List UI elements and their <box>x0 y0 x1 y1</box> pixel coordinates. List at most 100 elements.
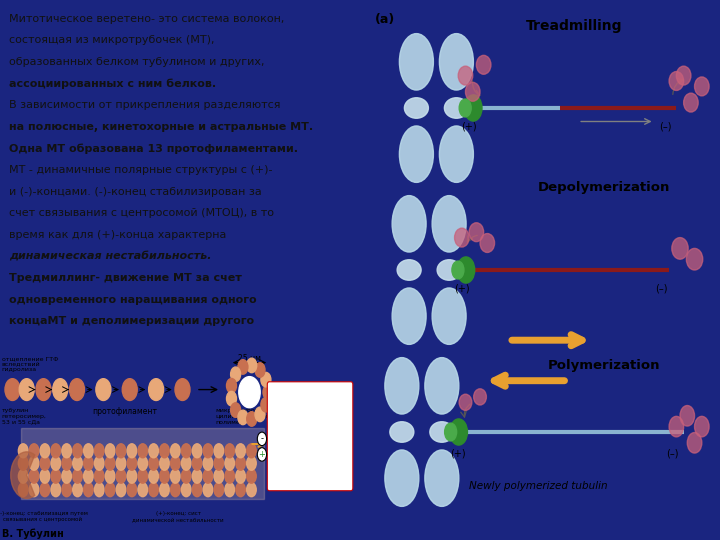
Circle shape <box>149 444 158 458</box>
Circle shape <box>160 444 169 458</box>
Circle shape <box>464 95 482 121</box>
Ellipse shape <box>390 422 414 442</box>
Ellipse shape <box>688 433 702 453</box>
Ellipse shape <box>683 93 698 112</box>
Circle shape <box>51 469 60 483</box>
Text: В зависимости от прикрепления разделяются: В зависимости от прикрепления разделяютс… <box>9 100 280 110</box>
Ellipse shape <box>425 450 459 507</box>
Text: МТ - динамичные полярные структуры с (+)-: МТ - динамичные полярные структуры с (+)… <box>9 165 272 175</box>
Circle shape <box>138 469 148 483</box>
Text: на полюсные, кинетохорные и астральные МТ.: на полюсные, кинетохорные и астральные М… <box>9 122 313 132</box>
Circle shape <box>116 483 126 497</box>
Text: Одна МТ образована 13 протофиламентами.: Одна МТ образована 13 протофиламентами. <box>9 143 298 154</box>
Ellipse shape <box>439 126 473 183</box>
Wedge shape <box>11 452 35 498</box>
Circle shape <box>84 444 93 458</box>
Ellipse shape <box>392 288 426 345</box>
Circle shape <box>73 483 82 497</box>
Ellipse shape <box>686 248 703 270</box>
Text: протофиламент: протофиламент <box>92 408 157 416</box>
Ellipse shape <box>444 98 469 118</box>
Text: Митотическое веретено- это система волокон,: Митотическое веретено- это система волок… <box>9 14 284 24</box>
Ellipse shape <box>437 260 461 280</box>
Bar <box>22 428 264 498</box>
Text: -: - <box>261 434 264 443</box>
Text: тубулин
гетеросимер,
53 и 55 сДа: тубулин гетеросимер, 53 и 55 сДа <box>1 408 47 424</box>
Ellipse shape <box>695 77 709 96</box>
Circle shape <box>40 483 50 497</box>
Circle shape <box>138 444 148 458</box>
Ellipse shape <box>480 233 495 253</box>
Circle shape <box>94 444 104 458</box>
Circle shape <box>225 444 235 458</box>
Circle shape <box>261 373 271 387</box>
Circle shape <box>160 483 169 497</box>
Circle shape <box>105 456 115 470</box>
Circle shape <box>51 444 60 458</box>
Ellipse shape <box>392 195 426 252</box>
Circle shape <box>30 469 39 483</box>
Circle shape <box>148 379 163 401</box>
Circle shape <box>73 456 82 470</box>
Circle shape <box>171 444 180 458</box>
Ellipse shape <box>405 98 428 118</box>
Circle shape <box>214 456 224 470</box>
Circle shape <box>51 456 60 470</box>
Ellipse shape <box>400 126 433 183</box>
Circle shape <box>255 363 265 377</box>
Circle shape <box>235 483 246 497</box>
Circle shape <box>192 469 202 483</box>
Circle shape <box>18 444 28 458</box>
Text: (–): (–) <box>667 448 679 458</box>
Circle shape <box>203 444 213 458</box>
Circle shape <box>192 444 202 458</box>
Circle shape <box>214 469 224 483</box>
Ellipse shape <box>474 389 487 405</box>
Ellipse shape <box>676 66 691 85</box>
Text: время как для (+)-конца характерна: время как для (+)-конца характерна <box>9 230 226 240</box>
Circle shape <box>62 444 71 458</box>
Circle shape <box>5 379 20 401</box>
FancyBboxPatch shape <box>267 382 353 491</box>
Ellipse shape <box>385 450 419 507</box>
Text: состоящая из микротрубочек (МТ),: состоящая из микротрубочек (МТ), <box>9 35 215 45</box>
Circle shape <box>94 469 104 483</box>
Circle shape <box>30 444 39 458</box>
Circle shape <box>247 411 257 426</box>
Circle shape <box>160 469 169 483</box>
Circle shape <box>171 469 180 483</box>
Circle shape <box>138 456 148 470</box>
Circle shape <box>149 456 158 470</box>
Circle shape <box>247 444 256 458</box>
Circle shape <box>30 456 39 470</box>
Ellipse shape <box>430 422 454 442</box>
Circle shape <box>40 456 50 470</box>
Circle shape <box>70 379 84 401</box>
Circle shape <box>149 483 158 497</box>
Ellipse shape <box>477 55 491 74</box>
Circle shape <box>105 483 115 497</box>
Ellipse shape <box>432 288 466 345</box>
Text: счет связывания с центросомой (МТОЦ), в то: счет связывания с центросомой (МТОЦ), в … <box>9 208 274 218</box>
Text: таксол: таксол <box>271 455 292 460</box>
Text: (-)-конец: стабилизация путем
связывания с центросомой: (-)-конец: стабилизация путем связывания… <box>0 511 88 522</box>
Circle shape <box>175 379 190 401</box>
Circle shape <box>94 456 104 470</box>
Circle shape <box>122 379 138 401</box>
Circle shape <box>238 410 248 424</box>
Circle shape <box>214 444 224 458</box>
Text: Polymerization: Polymerization <box>547 359 660 372</box>
Circle shape <box>19 379 35 401</box>
Ellipse shape <box>680 406 695 426</box>
Circle shape <box>116 456 126 470</box>
Circle shape <box>105 469 115 483</box>
Circle shape <box>51 483 60 497</box>
Circle shape <box>445 423 456 441</box>
Circle shape <box>73 469 82 483</box>
Circle shape <box>247 456 256 470</box>
Circle shape <box>225 469 235 483</box>
Text: одновременного наращивания одного: одновременного наращивания одного <box>9 294 256 305</box>
Circle shape <box>203 483 213 497</box>
Circle shape <box>239 376 260 408</box>
Circle shape <box>127 469 137 483</box>
